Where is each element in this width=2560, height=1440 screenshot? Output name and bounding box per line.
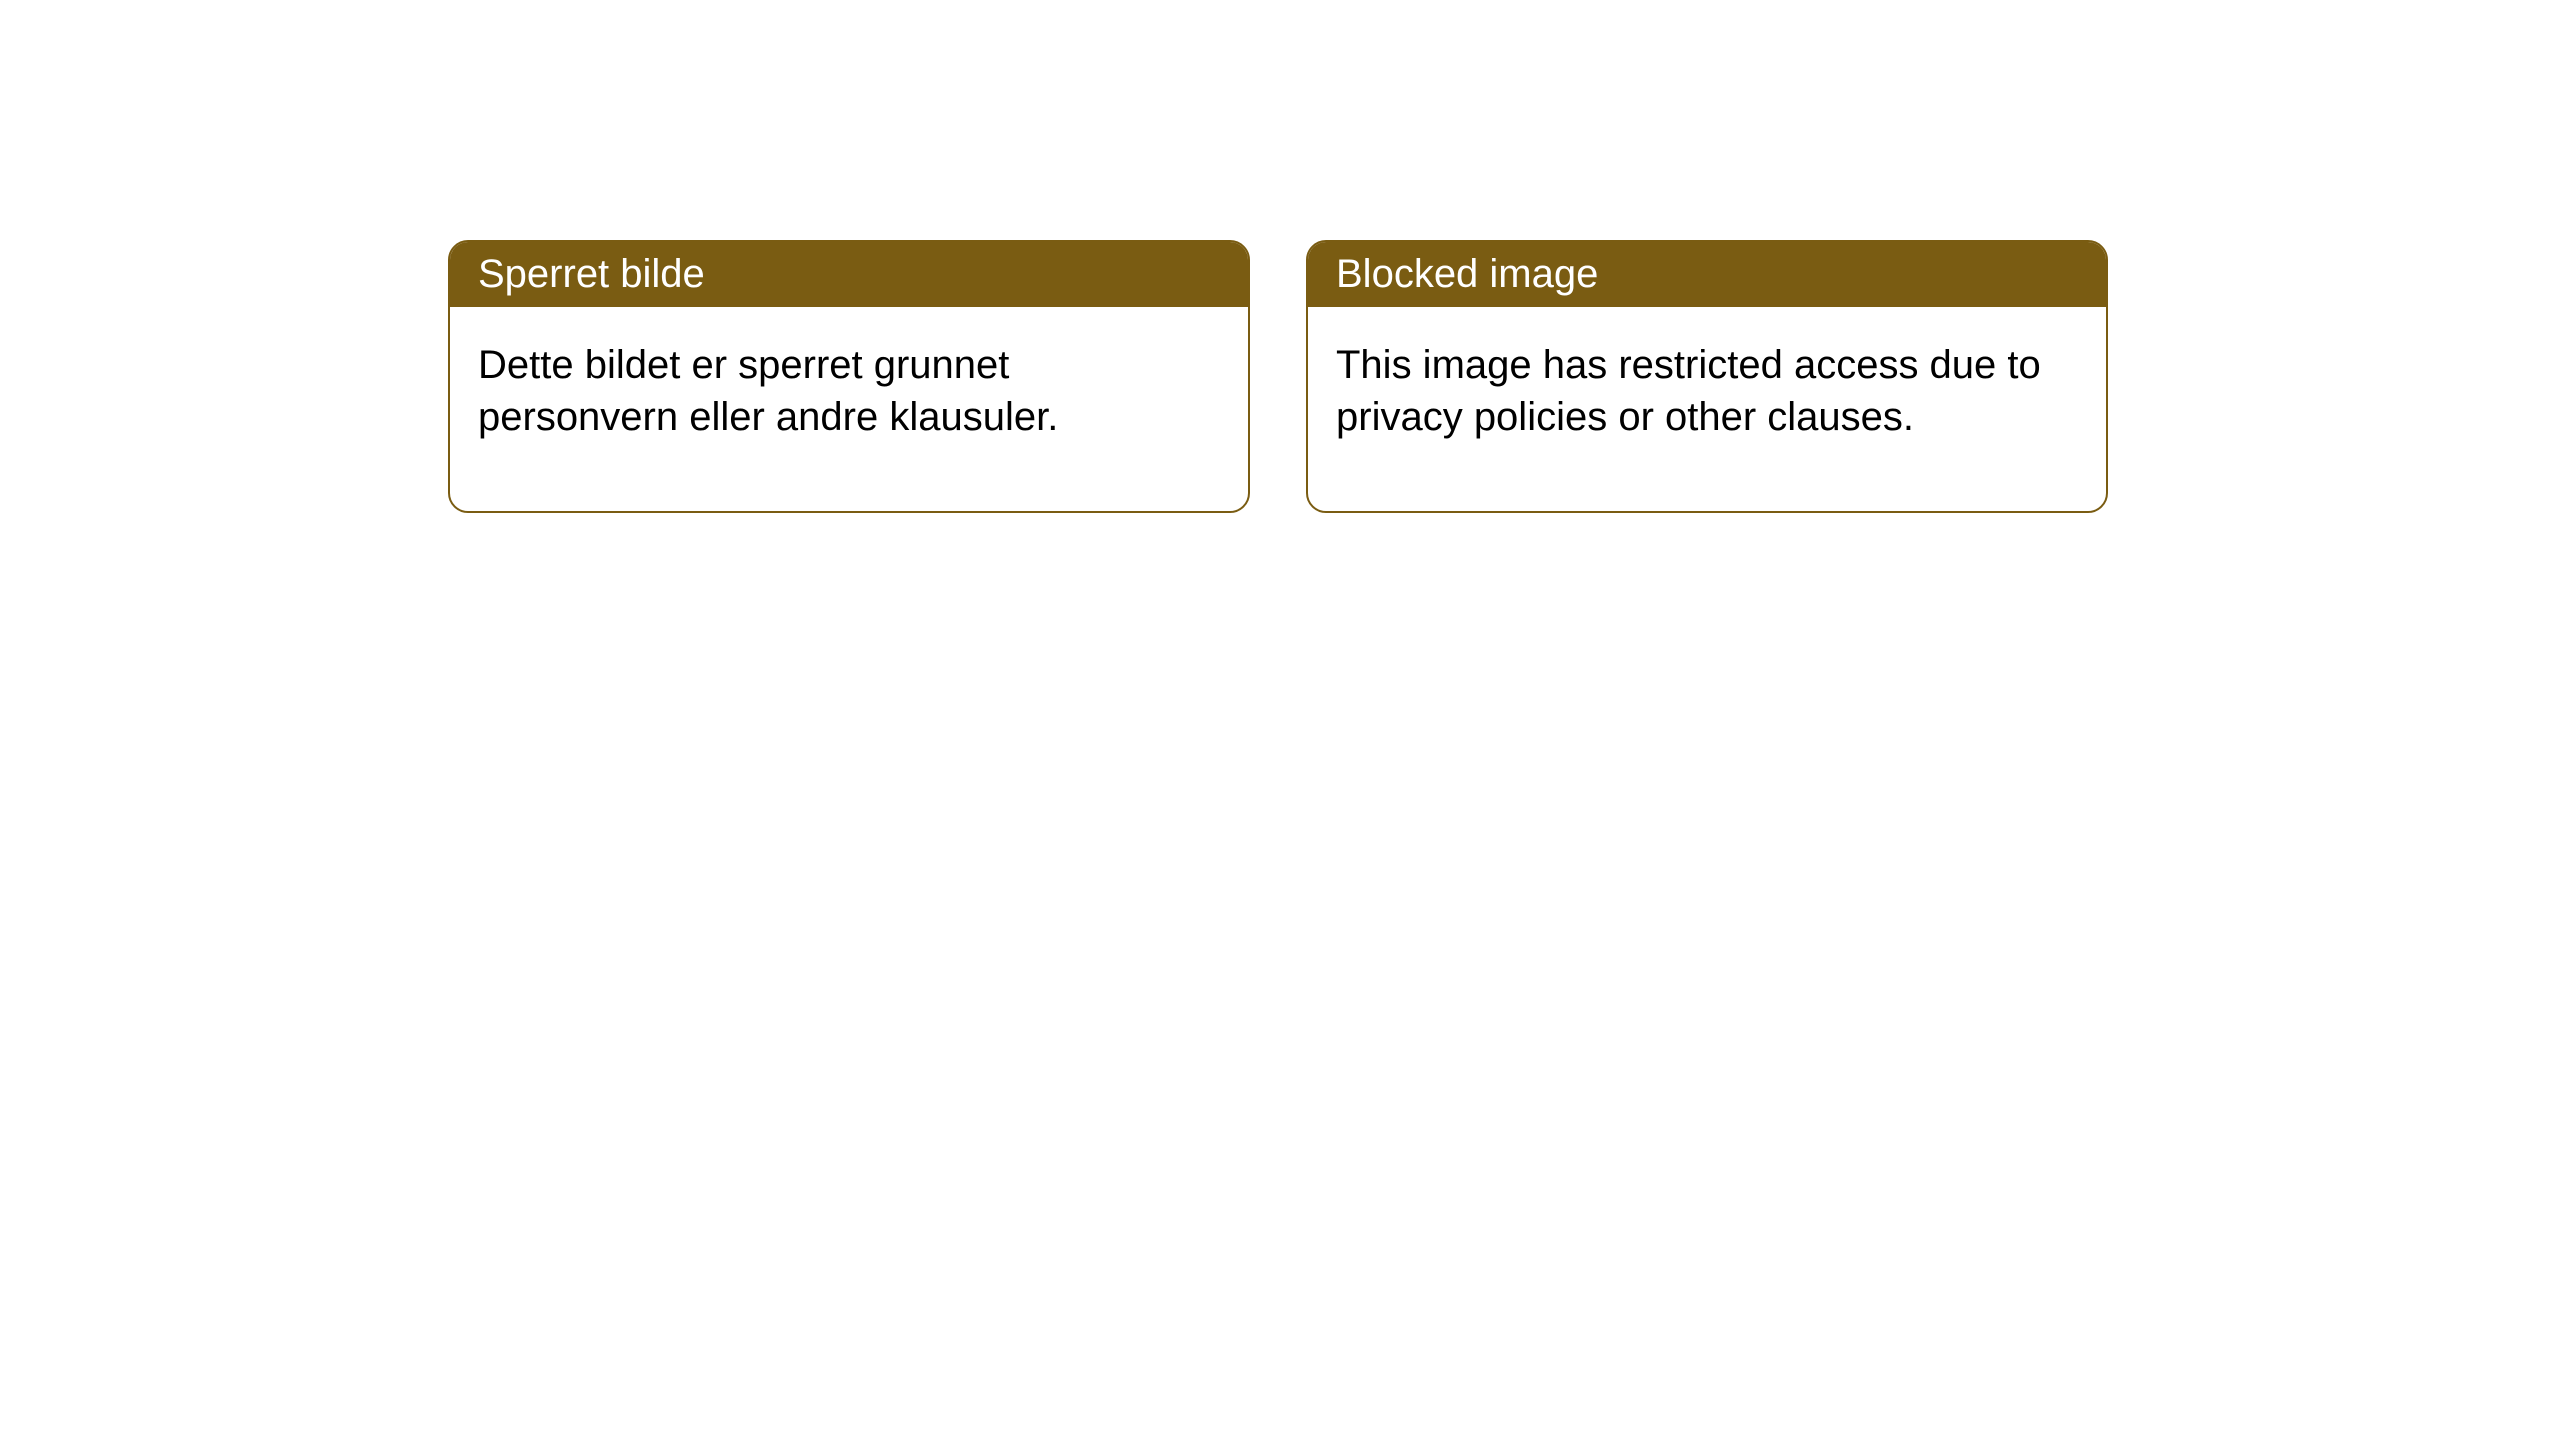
notice-body: Dette bildet er sperret grunnet personve… [450,307,1248,511]
notice-body-text: This image has restricted access due to … [1336,343,2041,439]
notice-card-english: Blocked image This image has restricted … [1306,240,2108,513]
notice-title: Sperret bilde [478,252,705,296]
notice-body-text: Dette bildet er sperret grunnet personve… [478,343,1058,439]
notice-card-norwegian: Sperret bilde Dette bildet er sperret gr… [448,240,1250,513]
notice-header: Blocked image [1308,242,2106,307]
notice-container: Sperret bilde Dette bildet er sperret gr… [448,240,2108,513]
notice-title: Blocked image [1336,252,1598,296]
notice-body: This image has restricted access due to … [1308,307,2106,511]
notice-header: Sperret bilde [450,242,1248,307]
